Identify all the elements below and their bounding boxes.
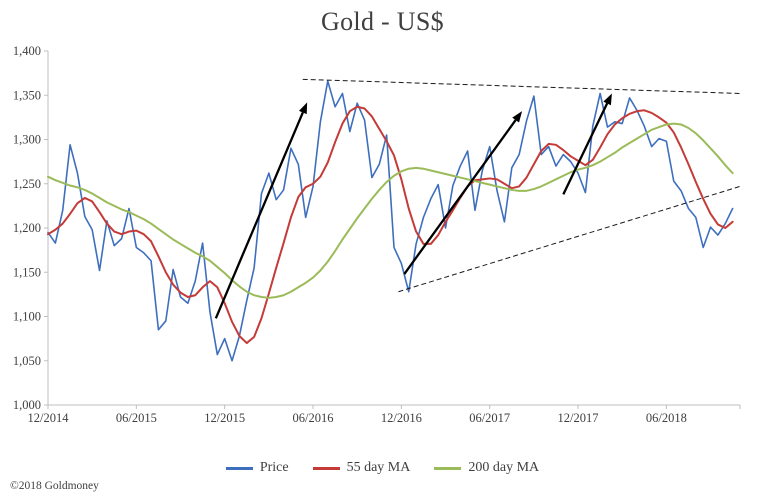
legend-label-200-day-ma: 200 day MA: [468, 460, 540, 475]
y-axis-label: 1,100: [13, 309, 41, 323]
trend-arrow-head-1: [298, 101, 308, 114]
legend-item-price: Price: [225, 460, 289, 476]
legend-item-200-day-ma: 200 day MA: [434, 460, 539, 476]
legend-item-55-day-ma: 55 day MA: [312, 460, 411, 476]
x-axis-label: 12/2016: [381, 411, 422, 425]
ma-200-line-swatch: [434, 466, 462, 470]
trend-arrow-head-2: [512, 110, 523, 123]
y-axis-label: 1,200: [13, 221, 41, 235]
legend-label-55-day-ma: 55 day MA: [346, 460, 411, 475]
trendline-2: [398, 185, 741, 292]
ma-55-line-swatch: [312, 466, 340, 470]
trend-arrow-3: [562, 102, 609, 195]
y-axis-label: 1,050: [13, 353, 41, 367]
x-axis-label: 06/2018: [646, 411, 687, 425]
chart-legend: Price 55 day MA 200 day MA: [0, 460, 765, 476]
gold-price-chart: 1,000 1,050 1,100 1,150 1,200 1,250 1,300 1,350…: [13, 44, 741, 425]
trend-arrow-1: [214, 111, 304, 319]
price-line-swatch: [225, 466, 253, 470]
x-axis-label: 12/2015: [204, 411, 245, 425]
y-axis-label: 1,350: [13, 88, 41, 102]
copyright-note: ©2018 Goldmoney: [10, 480, 99, 492]
x-axis-label: 06/2017: [469, 411, 510, 425]
x-axis-label: 06/2015: [116, 411, 157, 425]
y-axis-label: 1,400: [13, 44, 41, 58]
y-axis-label: 1,150: [13, 265, 41, 279]
y-axis-label: 1,000: [13, 398, 41, 412]
chart-title: Gold - US$: [321, 7, 444, 36]
x-axis-label: 12/2014: [28, 411, 70, 425]
legend-label-price: Price: [259, 460, 289, 475]
y-axis-label: 1,300: [13, 132, 41, 146]
trend-arrow-head-3: [603, 92, 612, 105]
trendline-1: [302, 78, 741, 94]
trend-arrow-2: [403, 118, 517, 275]
price-line: [47, 79, 734, 362]
200-day-ma-line: [47, 122, 734, 299]
55-day-ma-line: [47, 105, 734, 344]
x-axis-label: 12/2017: [558, 411, 599, 425]
x-axis-label: 06/2016: [293, 411, 334, 425]
y-axis-label: 1,250: [13, 176, 41, 190]
